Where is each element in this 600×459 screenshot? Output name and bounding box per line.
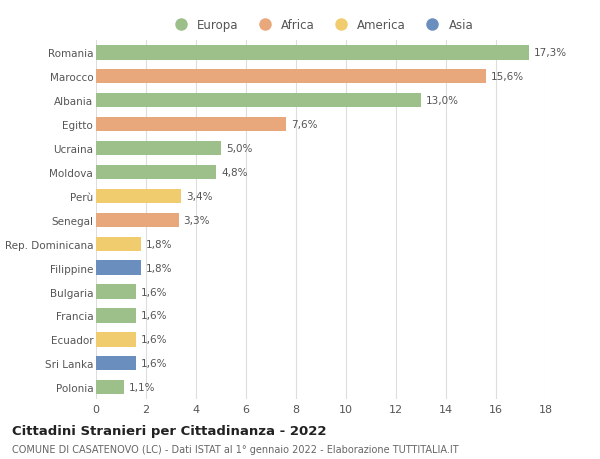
Bar xyxy=(96,213,179,228)
Text: 13,0%: 13,0% xyxy=(426,96,459,106)
Bar xyxy=(96,285,136,299)
Bar xyxy=(96,332,136,347)
Legend: Europa, Africa, America, Asia: Europa, Africa, America, Asia xyxy=(169,19,473,32)
Text: Cittadini Stranieri per Cittadinanza - 2022: Cittadini Stranieri per Cittadinanza - 2… xyxy=(12,425,326,437)
Text: 1,8%: 1,8% xyxy=(146,263,173,273)
Text: 15,6%: 15,6% xyxy=(491,72,524,82)
Bar xyxy=(96,237,141,252)
Text: 5,0%: 5,0% xyxy=(226,144,253,154)
Bar xyxy=(96,46,529,61)
Text: 1,1%: 1,1% xyxy=(128,382,155,392)
Bar xyxy=(96,70,486,84)
Bar xyxy=(96,356,136,371)
Bar xyxy=(96,261,141,275)
Bar xyxy=(96,141,221,156)
Text: 3,4%: 3,4% xyxy=(186,191,212,202)
Text: 4,8%: 4,8% xyxy=(221,168,248,178)
Text: 7,6%: 7,6% xyxy=(291,120,317,130)
Bar xyxy=(96,308,136,323)
Text: 1,8%: 1,8% xyxy=(146,239,173,249)
Bar xyxy=(96,189,181,204)
Bar xyxy=(96,118,286,132)
Text: COMUNE DI CASATENOVO (LC) - Dati ISTAT al 1° gennaio 2022 - Elaborazione TUTTITA: COMUNE DI CASATENOVO (LC) - Dati ISTAT a… xyxy=(12,444,458,454)
Bar xyxy=(96,165,216,180)
Text: 1,6%: 1,6% xyxy=(141,358,167,369)
Text: 1,6%: 1,6% xyxy=(141,311,167,321)
Bar xyxy=(96,94,421,108)
Text: 1,6%: 1,6% xyxy=(141,335,167,345)
Text: 3,3%: 3,3% xyxy=(184,215,210,225)
Bar xyxy=(96,380,124,395)
Text: 17,3%: 17,3% xyxy=(533,48,566,58)
Text: 1,6%: 1,6% xyxy=(141,287,167,297)
